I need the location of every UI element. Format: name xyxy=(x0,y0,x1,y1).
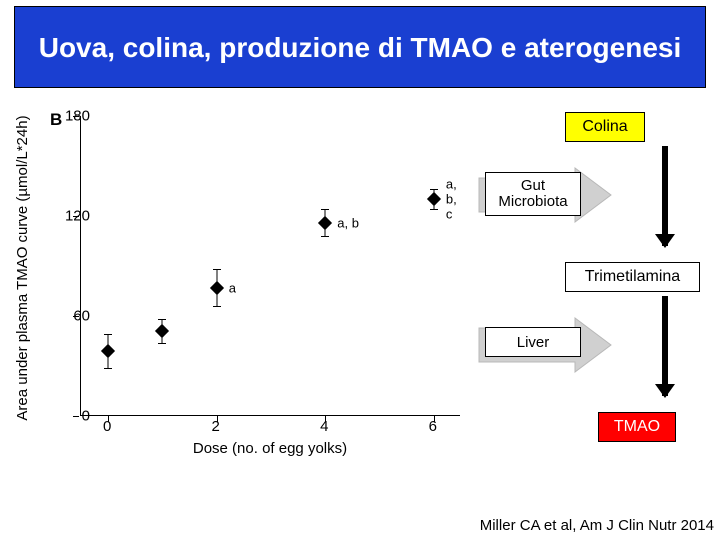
node-tmao: TMAO xyxy=(598,412,676,442)
error-cap xyxy=(104,334,112,335)
y-tick-label: 180 xyxy=(65,108,90,125)
node-colina: Colina xyxy=(565,112,645,142)
node-gut-microbiota: Gut Microbiota xyxy=(485,172,581,216)
data-point xyxy=(318,216,332,230)
point-annotation: a, b xyxy=(337,215,359,230)
y-axis-label: Area under plasma TMAO curve (µmol/L*24h… xyxy=(14,115,31,420)
plot-area: a a, b a, b, c xyxy=(80,116,460,416)
x-tick-label: 6 xyxy=(429,418,437,435)
y-tick-label: 120 xyxy=(65,208,90,225)
x-axis-label: Dose (no. of egg yolks) xyxy=(80,440,460,457)
data-point xyxy=(155,324,169,338)
y-tick-label: 60 xyxy=(73,308,90,325)
error-cap xyxy=(321,209,329,210)
x-tick-label: 0 xyxy=(103,418,111,435)
x-tick-label: 4 xyxy=(320,418,328,435)
panel-label: B xyxy=(50,110,62,130)
error-cap xyxy=(213,269,221,270)
error-cap xyxy=(213,306,221,307)
citation-text: Miller CA et al, Am J Clin Nutr 2014 xyxy=(480,517,714,534)
tmao-chart: B Area under plasma TMAO curve (µmol/L*2… xyxy=(8,108,482,468)
error-cap xyxy=(430,189,438,190)
data-point xyxy=(101,344,115,358)
data-point xyxy=(427,192,441,206)
node-gut-label: Gut Microbiota xyxy=(498,178,567,211)
page-title: Uova, colina, produzione di TMAO e atero… xyxy=(39,30,682,65)
x-tick-label: 2 xyxy=(212,418,220,435)
flow-arrow-2 xyxy=(662,296,668,396)
error-cap xyxy=(158,319,166,320)
title-bar: Uova, colina, produzione di TMAO e atero… xyxy=(14,6,706,88)
error-cap xyxy=(430,209,438,210)
node-trimetilamina: Trimetilamina xyxy=(565,262,700,292)
data-point xyxy=(210,281,224,295)
pathway-diagram: Colina Gut Microbiota Trimetilamina Live… xyxy=(490,112,715,482)
y-tick-label: 0 xyxy=(82,408,90,425)
node-liver: Liver xyxy=(485,327,581,357)
flow-arrow-1 xyxy=(662,146,668,246)
error-cap xyxy=(321,236,329,237)
point-annotation: a xyxy=(229,280,236,295)
error-cap xyxy=(158,343,166,344)
error-cap xyxy=(104,368,112,369)
point-annotation: a, b, c xyxy=(446,177,460,222)
y-tick xyxy=(73,416,79,417)
